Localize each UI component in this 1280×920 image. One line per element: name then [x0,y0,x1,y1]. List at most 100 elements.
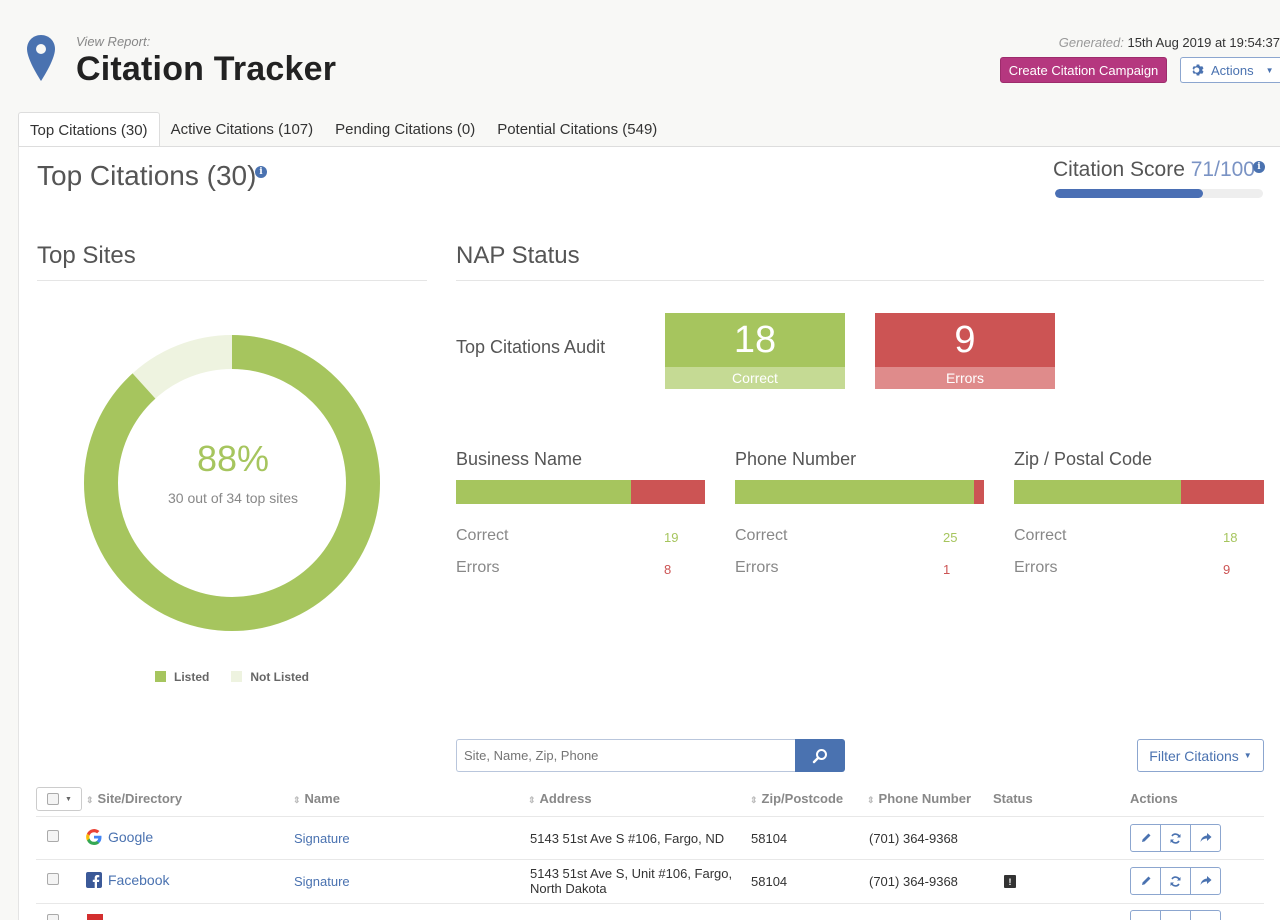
pencil-icon [1141,833,1150,842]
row-checkbox[interactable] [47,914,59,920]
view-report-label: View Report: [76,34,151,49]
create-citation-campaign-button[interactable]: Create Citation Campaign [1000,57,1167,83]
header-phone[interactable]: ⇕ Phone Number [867,791,971,806]
nap-status-title: NAP Status [456,242,580,269]
nap-zip-correct-label: Correct [1014,527,1067,544]
search-input[interactable] [456,739,796,772]
refresh-button[interactable] [1160,824,1191,852]
table-row-address: 5143 51st Ave S, Unit #106, Fargo, [530,866,733,881]
header-address[interactable]: ⇕ Address [528,791,592,806]
table-divider [36,816,1264,817]
sort-icon: ⇕ [867,795,875,805]
table-row-address-line2: North Dakota [530,881,607,896]
tab-pending-citations[interactable]: Pending Citations (0) [335,121,476,138]
row-actions [1130,824,1221,852]
generated-label: Generated: [1058,35,1124,50]
tab-top-citations[interactable]: Top Citations (30) [18,112,160,148]
header-name[interactable]: ⇕ Name [293,791,340,806]
audit-correct-box: 18 Correct [665,313,845,389]
edit-button[interactable] [1130,867,1161,895]
audit-correct-label: Correct [665,367,845,389]
nap-phone-number-bar [735,480,984,504]
row-checkbox[interactable] [47,873,59,885]
search-button[interactable] [795,739,845,772]
tab-potential-citations[interactable]: Potential Citations (549) [497,121,658,138]
share-button[interactable] [1190,824,1221,852]
select-all-checkbox[interactable] [47,793,59,805]
bar-errors-segment [974,480,984,504]
nap-phone-errors-label: Errors [735,559,779,576]
filter-citations-label: Filter Citations [1149,747,1239,764]
table-divider [36,859,1264,860]
audit-errors-count: 9 [875,313,1055,367]
nap-business-correct-label: Correct [456,527,509,544]
header-phone-label: Phone Number [878,791,972,806]
top-sites-subtitle: 30 out of 34 top sites [168,490,298,506]
edit-button[interactable] [1130,824,1161,852]
caret-down-icon: ▼ [65,795,72,803]
share-button[interactable] [1190,910,1221,920]
edit-button[interactable] [1130,910,1161,920]
legend-listed-label: Listed [174,670,210,684]
nap-status-divider [456,280,1264,281]
header-site[interactable]: ⇕ Site/Directory [86,791,182,806]
table-row-address: 5143 51st Ave S #106, Fargo, ND [530,831,725,846]
search-icon [812,748,827,763]
actions-label: Actions [1211,62,1254,78]
row-actions [1130,910,1221,920]
table-row-site[interactable]: Facebook [86,872,169,888]
legend-listed: Listed [155,670,209,684]
refresh-icon [1170,875,1181,887]
tab-active-citations[interactable]: Active Citations (107) [170,121,314,138]
nap-phone-correct-value: 25 [943,530,958,545]
nap-business-errors-value: 8 [664,562,672,577]
table-row-phone: (701) 364-9368 [869,874,958,889]
refresh-button[interactable] [1160,910,1191,920]
bar-correct-segment [456,480,632,504]
status-warning-icon[interactable]: ! [1004,875,1016,888]
bar-errors-segment [1180,480,1264,504]
table-row-zip: 58104 [751,831,788,846]
score-info-icon[interactable]: i [1253,161,1265,173]
nap-phone-number-title: Phone Number [735,449,857,469]
location-pin-icon [27,35,55,81]
header-status: Status [993,791,1033,806]
refresh-button[interactable] [1160,867,1191,895]
tab-bar: Top Citations (30) Active Citations (107… [18,112,668,148]
table-row-name[interactable]: Signature [294,831,350,846]
info-icon[interactable]: i [255,166,267,178]
header-zip[interactable]: ⇕ Zip/Postcode [750,791,843,806]
sort-icon: ⇕ [293,795,301,805]
nap-zip-bar [1014,480,1264,504]
sort-icon: ⇕ [86,795,94,805]
page-title: Citation Tracker [76,50,337,88]
table-row-name[interactable]: Signature [294,874,350,889]
table-row-phone: (701) 364-9368 [869,831,958,846]
generated-timestamp: Generated: 15th Aug 2019 at 19:54:37 [1059,35,1280,50]
legend-not-listed-swatch [231,671,243,682]
bar-correct-segment [735,480,975,504]
nap-business-errors-label: Errors [456,559,500,576]
filter-citations-button[interactable]: Filter Citations ▼ [1137,739,1264,772]
audit-label: Top Citations Audit [456,337,606,357]
caret-down-icon: ▼ [1265,65,1274,75]
nap-zip-correct-value: 18 [1223,530,1238,545]
header-address-label: Address [539,791,592,806]
top-sites-percent: 88% [196,438,270,479]
share-arrow-icon [1200,876,1212,885]
bulk-select-dropdown[interactable]: ▼ [36,787,82,811]
share-button[interactable] [1190,867,1221,895]
bar-errors-segment [631,480,705,504]
section-heading: Top Citations (30) [37,160,257,191]
nap-business-name-title: Business Name [456,449,583,469]
table-row-site[interactable]: Google [86,829,153,845]
row-checkbox[interactable] [47,830,59,842]
sort-icon: ⇕ [750,795,758,805]
row-actions [1130,867,1221,895]
legend-listed-swatch [155,671,166,682]
actions-dropdown-button[interactable]: Actions ▼ [1180,57,1280,83]
nap-phone-correct-label: Correct [735,527,788,544]
donut-listed-segment [84,335,380,631]
header-actions: Actions [1130,791,1178,806]
nap-business-name-bar [456,480,705,504]
